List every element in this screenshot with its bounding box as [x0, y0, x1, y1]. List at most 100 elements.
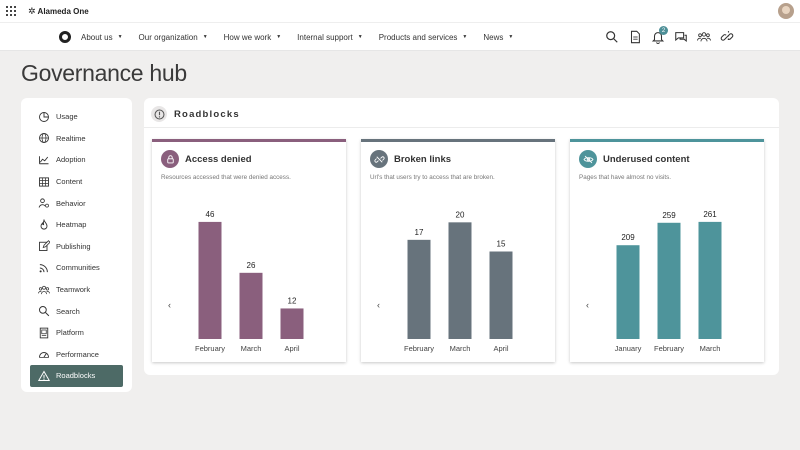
nav-item-label: Our organization [138, 32, 198, 42]
data-label: 259 [662, 211, 676, 220]
sidebar-item-roadblocks[interactable]: Roadblocks [30, 365, 123, 387]
sidebar-item-label: Content [56, 177, 83, 187]
page-title: Governance hub [21, 60, 187, 86]
sidebar-item-label: Teamwork [56, 285, 91, 295]
bar[interactable] [489, 251, 513, 340]
data-label: 15 [497, 240, 506, 249]
pie-chart-icon [38, 111, 50, 123]
data-label: 17 [415, 228, 424, 237]
alert-circle-icon [151, 106, 167, 122]
sidebar-item-communities[interactable]: Communities [21, 257, 132, 279]
sidebar-item-label: Communities [56, 263, 100, 273]
more-icon[interactable]: ⋮ [723, 30, 734, 42]
category-label: April [284, 344, 299, 353]
sidebar-item-search[interactable]: Search [21, 300, 132, 322]
sidebar-item-behavior[interactable]: Behavior [21, 192, 132, 214]
bar[interactable] [657, 222, 681, 339]
chevron-left-icon[interactable]: ‹ [168, 300, 171, 310]
team-icon [38, 284, 50, 296]
main-navigation: About us ▼ Our organization ▼ How we work ▼ In… [0, 22, 800, 51]
gauge-icon [38, 348, 50, 360]
category-label: January [615, 344, 642, 353]
edit-icon [38, 240, 50, 252]
sidebar-item-label: Behavior [56, 198, 86, 208]
category-label: February [404, 344, 434, 353]
card-subtitle: Resources accessed that were denied acce… [161, 174, 291, 181]
app-launcher-icon[interactable] [6, 6, 16, 16]
card-header: Broken links [361, 142, 555, 168]
data-label: 20 [456, 210, 465, 219]
sidebar-item-usage[interactable]: Usage [21, 106, 132, 128]
category-label: March [700, 344, 721, 353]
sidebar-item-performance[interactable]: Performance [21, 344, 132, 366]
sidebar-item-content[interactable]: Content [21, 171, 132, 193]
top-bar: ✲ Alameda One [0, 0, 800, 22]
nav-item-news[interactable]: News ▼ [483, 33, 513, 42]
category-label: March [241, 344, 262, 353]
sidebar-item-teamwork[interactable]: Teamwork [21, 279, 132, 301]
nav-item-label: About us [81, 32, 113, 42]
nav-item-label: Internal support [297, 32, 353, 42]
link-icon[interactable] [716, 26, 738, 48]
chevron-down-icon: ▼ [276, 34, 282, 40]
bar[interactable] [698, 221, 722, 339]
nav-item-label: How we work [223, 32, 272, 42]
data-label: 26 [247, 261, 256, 270]
bar[interactable] [239, 272, 263, 339]
sidebar-item-label: Adoption [56, 155, 86, 165]
card-title: Broken links [394, 153, 452, 165]
sidebar-item-label: Search [56, 306, 80, 316]
bar-chart: 46 February 26 March 12 April [152, 182, 346, 362]
search-icon[interactable] [601, 26, 623, 48]
chevron-left-icon[interactable]: ‹ [377, 300, 380, 310]
nav-item-our-organization[interactable]: Our organization ▼ [139, 33, 208, 42]
nav-item-products-and-services[interactable]: Products and services ▼ [379, 33, 468, 42]
nav-icons: 2 [600, 23, 738, 51]
chevron-down-icon: ▼ [508, 34, 514, 40]
sidebar-item-label: Realtime [56, 133, 86, 143]
data-label: 261 [703, 210, 717, 219]
chevron-left-icon[interactable]: ‹ [586, 300, 589, 310]
document-icon[interactable] [624, 26, 646, 48]
category-label: March [450, 344, 471, 353]
people-icon[interactable] [693, 26, 715, 48]
bar[interactable] [198, 221, 222, 339]
bar[interactable] [616, 245, 640, 339]
card-subtitle: Pages that have almost no visits. [579, 174, 672, 181]
nav-item-about-us[interactable]: About us ▼ [81, 33, 123, 42]
bar[interactable] [448, 222, 472, 339]
section-header: Roadblocks [151, 106, 240, 122]
sidebar-item-heatmap[interactable]: Heatmap [21, 214, 132, 236]
sidebar-item-realtime[interactable]: Realtime [21, 128, 132, 150]
chart-svg: 17 February 20 March 15 April [404, 210, 513, 353]
sidebar-item-publishing[interactable]: Publishing [21, 236, 132, 258]
sidebar-item-label: Roadblocks [56, 371, 96, 381]
sidebar: Usage Realtime Adoption Content Behavior Heat… [21, 98, 132, 392]
app-logo[interactable]: ✲ Alameda One [28, 6, 89, 17]
avatar[interactable] [778, 3, 794, 19]
sidebar-item-label: Performance [56, 349, 99, 359]
home-logo-icon[interactable] [59, 31, 71, 43]
chart-svg: 209 January 259 February 261 March [615, 210, 722, 353]
warning-icon [38, 370, 50, 382]
grid-table-icon [38, 176, 50, 188]
card-underused-content: Underused content Pages that have almost … [570, 139, 764, 362]
chat-icon[interactable] [670, 26, 692, 48]
nav-item-how-we-work[interactable]: How we work ▼ [224, 33, 282, 42]
bell-icon[interactable]: 2 [647, 26, 669, 48]
eye-off-icon [579, 150, 597, 168]
user-gear-icon [38, 197, 50, 209]
category-label: February [654, 344, 684, 353]
sidebar-item-platform[interactable]: Platform [21, 322, 132, 344]
sidebar-item-adoption[interactable]: Adoption [21, 149, 132, 171]
nav-item-internal-support[interactable]: Internal support ▼ [297, 33, 363, 42]
sidebar-item-label: Platform [56, 328, 84, 338]
category-label: April [493, 344, 508, 353]
bar[interactable] [407, 239, 431, 339]
bar[interactable] [280, 308, 304, 339]
category-label: February [195, 344, 225, 353]
platform-icon [38, 327, 50, 339]
nav-menu: About us ▼ Our organization ▼ How we work ▼ In… [81, 23, 529, 51]
trend-icon [38, 154, 50, 166]
data-label: 209 [621, 233, 635, 242]
